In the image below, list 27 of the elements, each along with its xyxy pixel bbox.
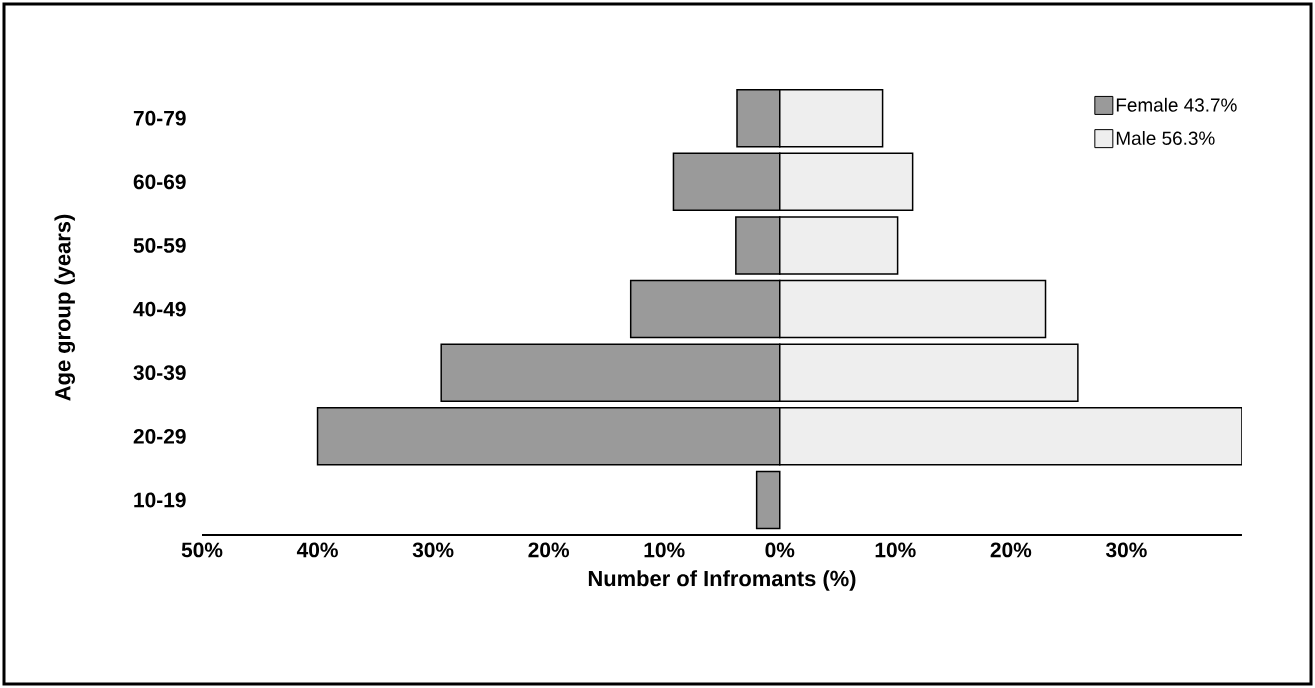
x-tick-label: 10%: [875, 542, 916, 558]
y-tick-label: 30-39: [133, 365, 186, 381]
x-tick-label: 30%: [1105, 542, 1147, 558]
x-tick-label: 40%: [296, 542, 338, 558]
legend-label: Male 56.3%: [1116, 131, 1215, 145]
y-axis-title: Age group (years): [54, 214, 75, 401]
y-tick-label: 10-19: [134, 492, 186, 508]
bar: [779, 88, 884, 148]
bar: [779, 343, 1079, 402]
legend-label: Female 43.7%: [1116, 97, 1237, 112]
bar: [779, 216, 899, 275]
x-axis-title: Number of Infromants (%): [588, 570, 856, 591]
y-tick-label: 40-49: [133, 301, 186, 317]
bar: [755, 470, 781, 530]
x-tick-label: 10%: [644, 542, 685, 558]
x-tick-label: 20%: [528, 542, 570, 558]
x-tick-label: 50%: [181, 542, 223, 558]
y-tick-label: 20-29: [133, 428, 186, 444]
y-tick-label: 50-59: [133, 238, 186, 253]
bar: [779, 407, 1242, 466]
x-tick-label: 30%: [412, 542, 454, 558]
bar: [779, 152, 914, 212]
y-tick-label: 60-69: [133, 174, 186, 190]
bar: [779, 279, 1047, 339]
y-tick-label: 70-79: [133, 110, 186, 126]
x-tick-label: 20%: [990, 542, 1032, 558]
x-tick-label: 0%: [765, 542, 795, 558]
